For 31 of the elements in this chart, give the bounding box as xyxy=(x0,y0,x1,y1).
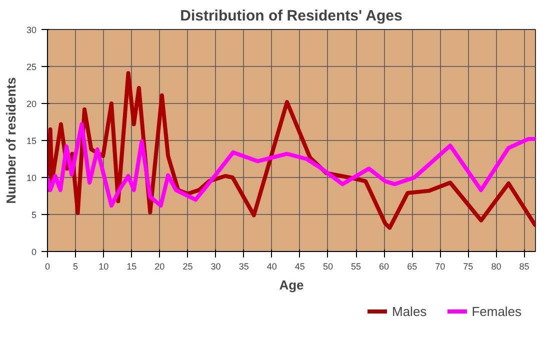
x-tick-label: 55 xyxy=(351,262,362,272)
legend-label: Females xyxy=(472,304,522,318)
x-tick-label: 85 xyxy=(519,262,530,272)
x-tick-label: 65 xyxy=(407,262,418,272)
x-tick-label: 15 xyxy=(126,262,137,272)
legend-label: Males xyxy=(392,304,427,318)
x-tick-label: 80 xyxy=(491,262,502,272)
x-tick-label: 60 xyxy=(379,262,390,272)
y-tick-label: 25 xyxy=(26,62,37,72)
y-tick-label: 30 xyxy=(26,25,37,35)
line-series xyxy=(48,122,536,208)
y-axis-title: Number of residents xyxy=(3,77,18,204)
x-tick-label: 25 xyxy=(182,262,193,272)
y-tick-label: 20 xyxy=(26,99,37,109)
y-tick-label: 5 xyxy=(31,210,37,220)
y-tick-label: 0 xyxy=(31,247,37,257)
x-tick-label: 5 xyxy=(73,262,78,272)
x-tick-label: 40 xyxy=(266,262,277,272)
x-tick-label: 45 xyxy=(294,262,305,272)
y-tick-label: 15 xyxy=(26,136,37,146)
x-tick-label: 0 xyxy=(44,262,50,272)
x-tick-label: 75 xyxy=(463,262,474,272)
x-tick-label: 20 xyxy=(154,262,165,272)
x-tick-label: 50 xyxy=(322,262,333,272)
x-tick-label: 70 xyxy=(435,262,446,272)
x-tick-label: 10 xyxy=(98,262,109,272)
x-axis-title: Age xyxy=(279,278,304,292)
x-tick-label: 35 xyxy=(238,262,249,272)
x-tick-label: 30 xyxy=(210,262,221,272)
chart-title: Distribution of Residents' Ages xyxy=(180,8,402,24)
y-tick-label: 10 xyxy=(26,173,37,183)
